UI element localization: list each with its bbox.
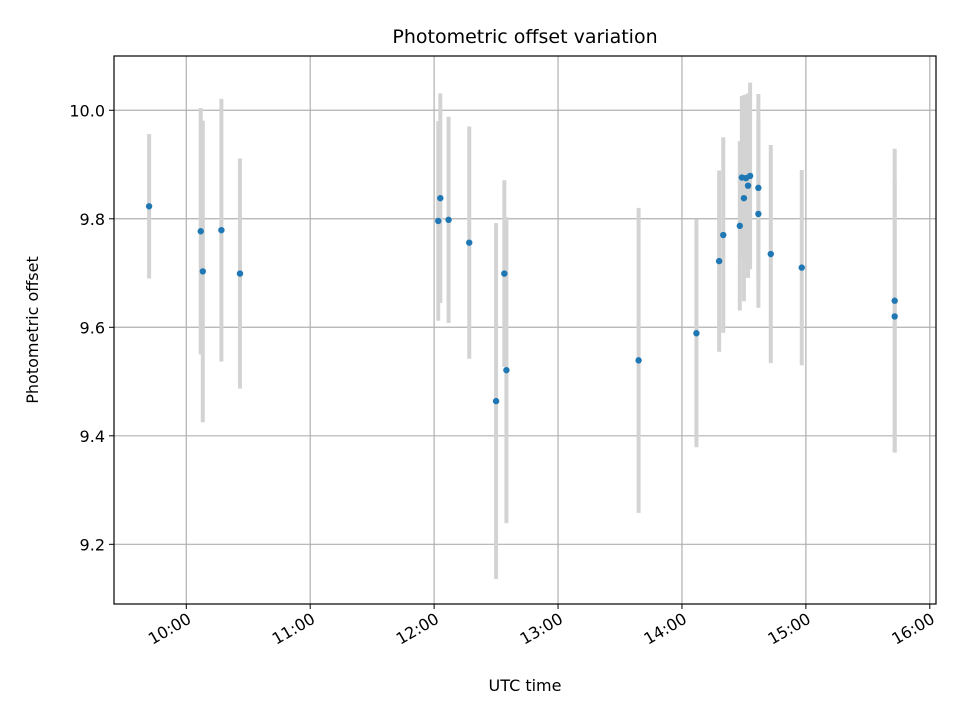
y-axis-label: Photometric offset xyxy=(23,256,42,404)
data-point xyxy=(503,366,510,374)
data-point xyxy=(767,250,774,258)
data-point xyxy=(437,194,444,202)
x-axis-label: UTC time xyxy=(489,676,562,695)
y-tick-label: 9.8 xyxy=(80,210,105,229)
plot-area-frame xyxy=(113,55,937,605)
data-point xyxy=(435,217,442,225)
data-point xyxy=(744,182,752,189)
chart-title: Photometric offset variation xyxy=(392,26,657,48)
data-point xyxy=(891,297,898,304)
data-point xyxy=(891,313,898,320)
y-tick-label: 10.0 xyxy=(69,101,105,120)
data-point xyxy=(755,210,762,218)
y-tick-label: 9.4 xyxy=(80,427,105,446)
data-points xyxy=(145,172,898,405)
data-point xyxy=(736,222,743,230)
data-point xyxy=(466,239,473,246)
y-axis: 9.2 9.4 9.6 9.8 10.0 xyxy=(69,101,114,554)
data-point xyxy=(635,357,642,364)
y-tick-label: 9.6 xyxy=(80,318,105,337)
data-point xyxy=(199,268,207,275)
data-point xyxy=(236,270,244,277)
data-point xyxy=(501,270,508,277)
data-point xyxy=(755,184,762,192)
data-point xyxy=(798,264,805,271)
data-point xyxy=(492,397,500,405)
y-tick-label: 9.2 xyxy=(80,535,105,554)
data-point xyxy=(693,330,700,337)
data-point xyxy=(197,228,204,235)
data-point xyxy=(740,194,748,202)
data-point xyxy=(746,172,754,180)
data-point xyxy=(715,257,723,265)
data-point xyxy=(445,216,452,224)
grid xyxy=(114,56,936,604)
data-point xyxy=(720,231,727,239)
data-point xyxy=(218,226,225,234)
data-point xyxy=(145,203,153,210)
